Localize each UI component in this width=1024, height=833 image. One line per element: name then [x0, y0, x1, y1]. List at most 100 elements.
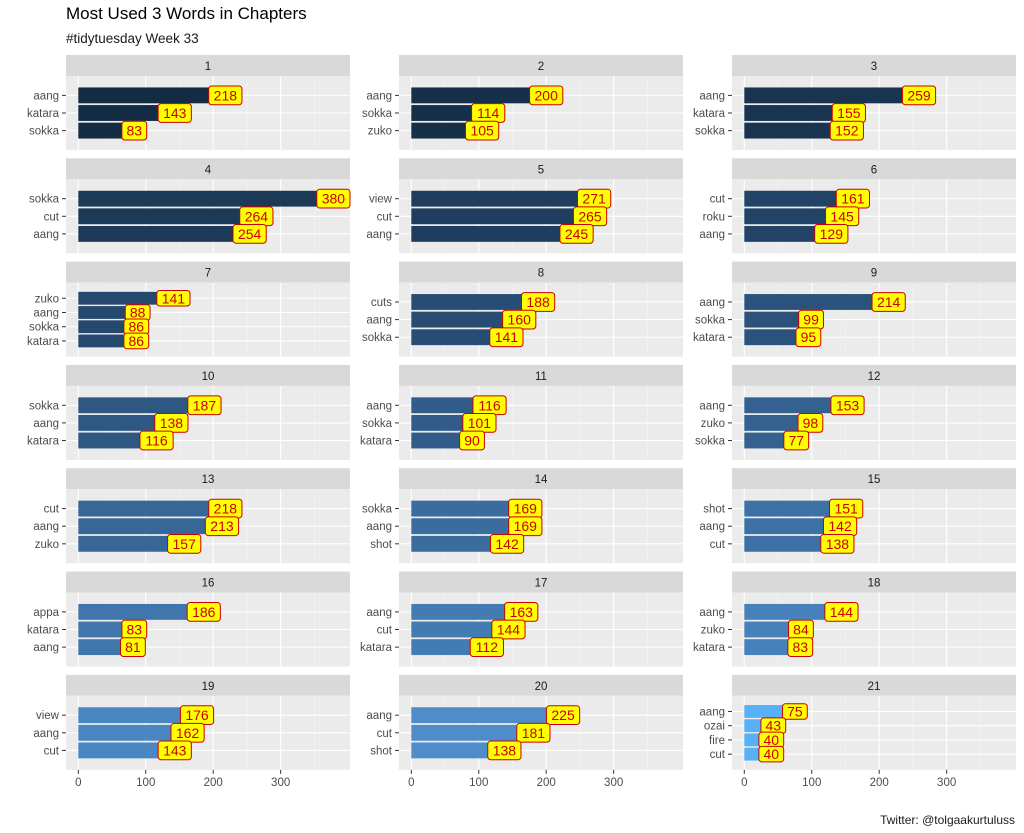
- bar: [744, 294, 889, 310]
- bar: [411, 87, 547, 104]
- word-label: cut: [44, 745, 60, 757]
- bar: [411, 329, 507, 346]
- x-tick-label: 300: [937, 777, 956, 789]
- value-label: 90: [464, 433, 480, 449]
- facet-label: 3: [871, 61, 877, 73]
- value-label-box: [529, 85, 564, 106]
- word-label: view: [369, 194, 393, 206]
- value-label: 95: [801, 329, 817, 345]
- word-label: aang: [33, 642, 59, 654]
- value-label-box: [208, 85, 243, 106]
- x-tick-label: 100: [136, 777, 155, 789]
- x-tick-label: 0: [408, 777, 414, 789]
- bar: [411, 208, 591, 225]
- bar: [744, 208, 843, 225]
- value-label: 151: [834, 501, 858, 517]
- bar: [78, 603, 204, 620]
- x-tick-label: 100: [802, 777, 821, 789]
- word-label: aang: [699, 521, 725, 533]
- facet-strip: [732, 674, 1016, 696]
- word-label: sokka: [695, 126, 726, 138]
- value-label: 142: [495, 536, 519, 552]
- value-label-box: [489, 533, 525, 554]
- word-label: cut: [377, 211, 393, 223]
- word-label: zuko: [35, 539, 59, 551]
- word-label: aang: [33, 229, 59, 241]
- bar: [411, 742, 505, 759]
- word-label: cuts: [371, 297, 392, 309]
- value-label: 169: [514, 501, 538, 517]
- value-label: 129: [820, 226, 844, 242]
- bar: [744, 190, 853, 207]
- facet-strip: [399, 571, 683, 593]
- value-label: 245: [565, 226, 589, 242]
- facet-label: 11: [535, 371, 547, 383]
- value-label-box: [123, 332, 150, 350]
- value-label: 161: [841, 191, 865, 207]
- value-label: 43: [766, 718, 782, 734]
- word-label: katara: [27, 108, 60, 120]
- bar: [78, 334, 137, 348]
- bar: [78, 208, 257, 225]
- facet-strip: [399, 364, 683, 386]
- value-label: 40: [763, 732, 779, 748]
- facet-label: 10: [202, 371, 215, 383]
- x-tick-label: 300: [271, 777, 290, 789]
- word-label: zuko: [35, 293, 59, 305]
- value-label: 145: [830, 208, 854, 224]
- value-label: 83: [126, 123, 142, 139]
- value-label: 138: [826, 536, 850, 552]
- bar: [411, 311, 520, 328]
- bar: [78, 432, 157, 449]
- value-label: 116: [478, 397, 501, 413]
- word-label: aang: [33, 90, 59, 102]
- word-label: aang: [699, 90, 725, 102]
- word-label: view: [36, 710, 60, 722]
- value-label-box: [783, 430, 810, 451]
- value-label: 213: [210, 518, 234, 534]
- value-label: 254: [238, 226, 262, 242]
- value-label: 83: [792, 639, 808, 655]
- value-label-box: [871, 292, 906, 312]
- value-label: 138: [493, 742, 517, 758]
- bar: [78, 225, 250, 242]
- word-label: sokka: [362, 108, 393, 120]
- x-tick-label: 200: [870, 777, 889, 789]
- facet-strip: [66, 364, 350, 386]
- bar: [411, 707, 564, 724]
- facet-strip: [732, 261, 1016, 283]
- bar: [78, 122, 135, 139]
- value-label-box: [459, 430, 485, 451]
- word-label: roku: [703, 211, 725, 223]
- bar: [78, 87, 226, 104]
- word-label: zuko: [701, 418, 725, 430]
- bar: [744, 518, 841, 535]
- word-label: shot: [370, 539, 393, 551]
- value-label: 186: [192, 604, 216, 620]
- bar: [744, 414, 811, 431]
- value-label-box: [187, 395, 222, 416]
- bar: [78, 306, 138, 319]
- word-label: katara: [693, 332, 726, 344]
- bar: [744, 122, 847, 139]
- bar: [411, 432, 473, 449]
- word-label: shot: [370, 745, 393, 757]
- value-label: 143: [163, 105, 187, 121]
- value-label: 112: [476, 639, 499, 655]
- word-label: cut: [44, 211, 60, 223]
- facet-strip: [399, 261, 683, 283]
- value-label-box: [491, 619, 526, 640]
- word-label: cut: [710, 194, 726, 206]
- value-label: 142: [828, 518, 852, 534]
- word-label: sokka: [362, 418, 393, 430]
- facet-label: 9: [871, 268, 877, 280]
- bar: [411, 639, 487, 656]
- facet-label: 13: [202, 474, 215, 486]
- facet-strip: [66, 55, 350, 76]
- value-label-box: [829, 120, 864, 141]
- value-label: 188: [526, 294, 550, 310]
- bar: [78, 535, 185, 552]
- value-label-box: [139, 430, 174, 451]
- facet-label: 14: [535, 474, 548, 486]
- bar: [78, 320, 137, 334]
